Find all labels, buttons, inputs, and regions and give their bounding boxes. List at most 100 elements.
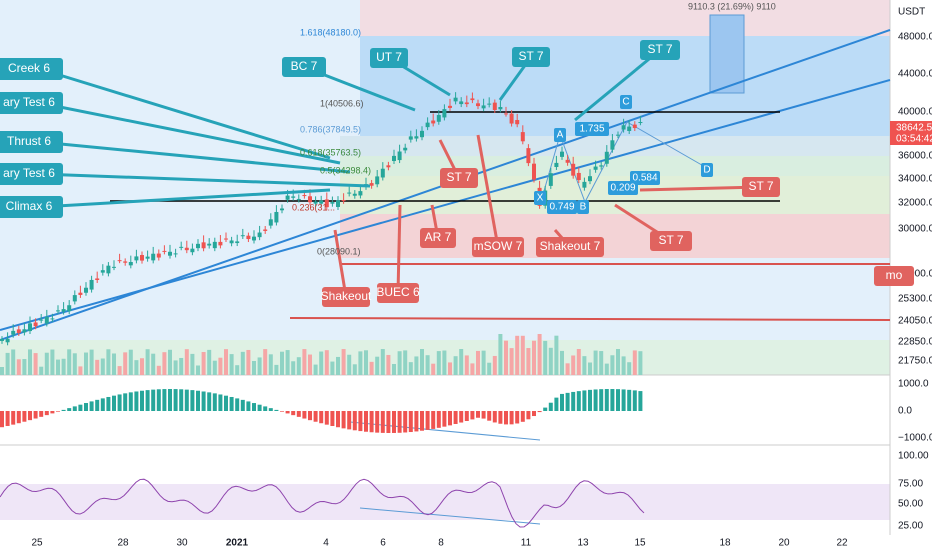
macd-bar [257,404,262,411]
macd-bar [330,411,335,426]
fib-label: 1.618(48180.0) [300,27,361,37]
candle [39,319,44,321]
red-label [420,228,456,248]
macd-bar [324,411,329,425]
candle [313,201,318,204]
macd-bar [84,403,88,411]
macd-bar [599,389,604,411]
candle [520,132,525,142]
macd-bar [235,398,240,411]
red-label-text: AR 7 [425,230,452,244]
measure-label: 9110.3 (21.69%) 9110 [688,1,776,11]
volume-bar [548,347,553,375]
volume-bar [616,349,620,375]
volume-bar [632,350,637,375]
teal-label-pointer [574,48,661,122]
candle [565,159,570,163]
macd-bar [414,411,419,432]
candle [632,124,637,129]
volume-bar [156,365,161,375]
red-label-pointer [639,185,762,192]
candle [123,261,128,263]
macd-bar [621,389,626,411]
macd-bar [582,390,587,411]
volume-bar [123,352,128,375]
divergence [359,507,541,525]
candle [134,256,139,261]
red-label-text: ST 7 [748,179,773,193]
macd-bar [246,401,251,411]
red-label [322,287,370,307]
macd-bar [128,392,133,411]
macd-pane [0,375,890,445]
candle [44,316,49,324]
candle [224,238,228,240]
callout [0,131,63,153]
rsi-band [0,484,890,520]
fib-label: 0.5(34298.4) [320,165,371,175]
candle [140,255,144,261]
labels: USDT 38642.5 03:54:42 9110.3 (21.69%) 91… [688,1,932,145]
teal-label-text: UT 7 [376,50,402,64]
macd-bar [112,395,116,411]
volume-bar [280,351,284,375]
macd-bar [117,394,122,411]
candle [16,329,21,333]
volume-bar [476,350,480,375]
macd-bar [358,411,363,432]
candle [246,235,251,240]
macd-bar [11,411,16,425]
candle [61,309,66,312]
candle [509,113,514,124]
candle [380,168,385,178]
pattern-box [575,122,609,136]
macd-bar [593,389,598,411]
candle [375,176,380,185]
candle [33,322,38,327]
candle [358,191,363,196]
macd-bar [380,411,385,433]
macd-bar [190,390,195,411]
macd-bar [308,411,312,421]
callout-text: Climax 6 [6,199,53,213]
volume-bar [470,363,475,375]
macd-bar [436,411,441,428]
volume-bar [504,340,508,375]
callout-pointer [39,101,341,165]
candle [481,105,486,109]
pattern-label: 0.584 [632,173,657,184]
candle [442,109,447,118]
candle [296,198,301,200]
candle [179,246,184,248]
candle [588,176,592,182]
red-label-pointer [333,229,348,298]
candle [571,163,576,176]
pattern-box [608,181,638,195]
candle [576,172,581,181]
candle [593,166,598,170]
volume-bar [173,360,178,375]
fib-band [340,156,890,176]
volume-bar [84,352,88,375]
macd-bar [537,411,542,413]
pattern-label: C [622,97,629,108]
macd-bar [44,411,49,416]
macd-bar [319,411,324,424]
candle [604,151,609,164]
date-label: 15 [634,538,646,549]
candle [302,195,307,197]
macd-bar [212,393,217,411]
volume-bar [106,349,111,375]
volume-bar [268,354,273,375]
macd-bar [140,390,144,411]
volume-bar [560,350,564,375]
macd-bar [459,411,464,423]
macd-label: −1000.0 [898,433,932,444]
date-label: 25 [31,538,43,549]
macd-bar [560,393,564,411]
macd-bar [610,389,615,411]
zone-blue [360,36,890,136]
macd-bar [100,398,105,411]
candle [112,266,116,268]
volume-bar [44,352,49,375]
